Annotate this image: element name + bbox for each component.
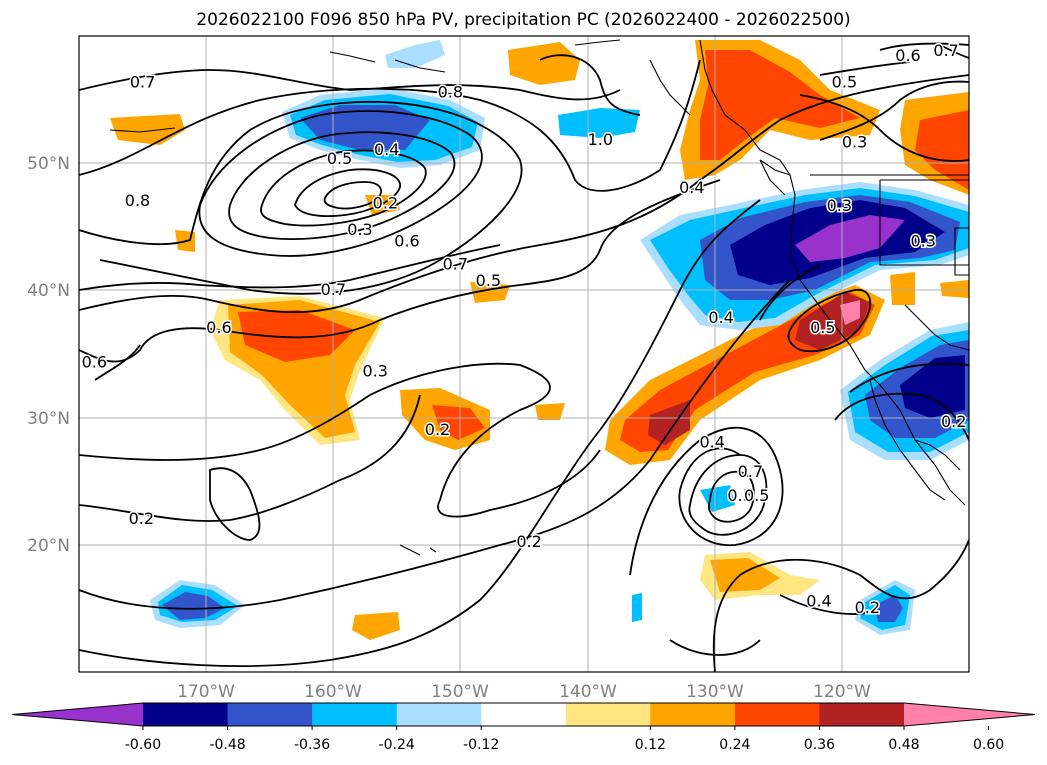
lon-label-150w: 150°W xyxy=(431,682,489,702)
contour-label: 0.6 xyxy=(82,352,107,371)
graticule xyxy=(79,36,969,672)
colorbar-tick-label: -0.36 xyxy=(294,737,330,753)
contour-label: 0.7 xyxy=(933,41,958,60)
lon-label-130w: 130°W xyxy=(686,682,744,702)
map-title: 2026022100 F096 850 hPa PV, precipitatio… xyxy=(196,10,851,30)
colorbar-swatch xyxy=(143,703,229,726)
contour-label: 0.7 xyxy=(321,280,346,299)
colorbar-swatch xyxy=(819,703,905,726)
contour-label: 0.7 xyxy=(130,73,155,92)
colorbar-tick-label: -0.24 xyxy=(379,737,415,753)
colorbar-tick-label: 0.48 xyxy=(888,737,919,753)
contour-label: 0.5 xyxy=(327,149,352,168)
colorbar-extend-max xyxy=(904,703,1035,726)
contour-label: 0.3 xyxy=(347,220,372,239)
contour-label: 0.7 xyxy=(443,255,468,274)
colorbar-swatch xyxy=(312,703,398,726)
contour-label: 0.4 xyxy=(708,308,733,327)
pv-contours xyxy=(79,42,969,672)
contour-label: 0.3 xyxy=(910,232,935,251)
colorbar-extend-min xyxy=(12,703,143,726)
contour-label: 0.3 xyxy=(842,132,867,151)
contour-label: 0.3 xyxy=(827,196,852,215)
contour-label: 0.5 xyxy=(810,318,835,337)
lat-label-50n: 50°N xyxy=(27,154,70,174)
lat-label-30n: 30°N xyxy=(27,409,70,429)
contour-label: 0.5 xyxy=(832,73,857,92)
lon-label-120w: 120°W xyxy=(813,682,871,702)
contour-label: 0.2 xyxy=(373,193,398,212)
contour-label: 0.8 xyxy=(125,191,150,210)
contour-label: 0.4 xyxy=(679,178,704,197)
contour-label: 0.4 xyxy=(374,140,399,159)
lon-label-140w: 140°W xyxy=(559,682,617,702)
contour-label: 0.8 xyxy=(438,83,463,102)
contour-label: 0.4 xyxy=(806,592,831,611)
lat-label-20n: 20°N xyxy=(27,536,70,556)
colorbar-tick-label: -0.48 xyxy=(209,737,245,753)
colorbar-tick-label: 0.36 xyxy=(804,737,835,753)
colorbar-tick-labels: -0.60 -0.48 -0.36 -0.24 -0.12 0.12 0.24 0.36 0.4… xyxy=(125,726,1004,753)
colorbar-tick-label: -0.12 xyxy=(463,737,499,753)
lat-label-40n: 40°N xyxy=(27,281,70,301)
contour-label: 0.2 xyxy=(855,598,880,617)
contour-label: 0.4 xyxy=(699,433,724,452)
colorbar-swatch xyxy=(565,703,651,726)
colorbar-tick-label: 0.60 xyxy=(973,737,1004,753)
colorbar-tick-label: 0.12 xyxy=(635,737,666,753)
map-frame xyxy=(78,35,970,673)
colorbar-tick-label: -0.60 xyxy=(125,737,161,753)
contour-label: 0.2 xyxy=(516,532,541,551)
lon-label-160w: 160°W xyxy=(304,682,362,702)
contour-label: 0.2 xyxy=(941,412,966,431)
colorbar-tick-label: 0.24 xyxy=(719,737,750,753)
colorbar-swatch xyxy=(734,703,820,726)
contour-label: 0.2 xyxy=(425,420,450,439)
contour-label: 0.6 xyxy=(206,318,231,337)
contour-label: 0.6 xyxy=(895,46,920,65)
colorbar-swatch xyxy=(227,703,313,726)
contour-label: 0.3 xyxy=(362,361,387,380)
colorbar xyxy=(11,702,1036,727)
colorbar-swatch xyxy=(650,703,736,726)
coastlines xyxy=(109,39,969,556)
colorbar-swatch xyxy=(396,703,482,726)
lon-label-170w: 170°W xyxy=(177,682,235,702)
contour-label: 0.7 xyxy=(738,462,763,481)
contour-label: 1.0 xyxy=(588,130,613,149)
contour-label: 0.6 xyxy=(394,232,419,251)
colorbar-swatch xyxy=(481,703,567,726)
contour-label: 0.5 xyxy=(744,486,769,505)
contour-label: 0.5 xyxy=(727,486,752,505)
contour-labels: 0.70.80.5 0.41.00.6 0.70.50.30.40.8 0.2 0.30… xyxy=(80,39,968,618)
contour-label: 0.2 xyxy=(129,509,154,528)
contour-label: 0.5 xyxy=(476,271,501,290)
